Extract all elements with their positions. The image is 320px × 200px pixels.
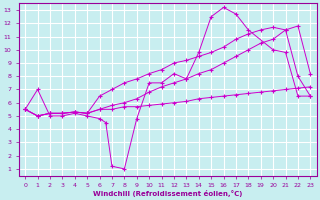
X-axis label: Windchill (Refroidissement éolien,°C): Windchill (Refroidissement éolien,°C) xyxy=(93,190,243,197)
